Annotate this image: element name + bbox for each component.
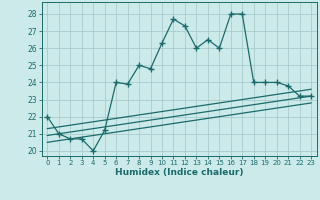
X-axis label: Humidex (Indice chaleur): Humidex (Indice chaleur) bbox=[115, 168, 244, 177]
